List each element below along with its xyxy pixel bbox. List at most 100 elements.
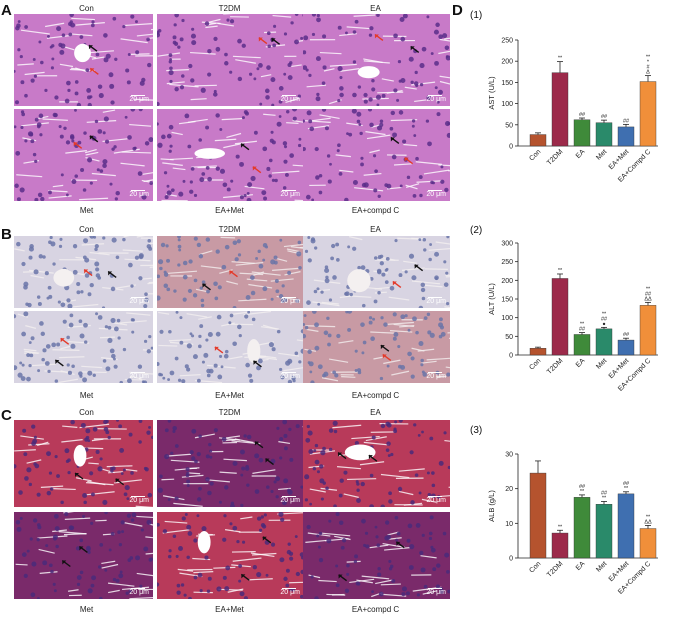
significance-mark: ΔΔ	[644, 519, 652, 525]
vessel-lumen	[194, 148, 226, 159]
y-tick-label: 250	[501, 38, 513, 45]
scale-bar: 20 μm	[280, 189, 300, 198]
bar-ea-met	[617, 126, 635, 147]
y-tick-label: 300	[501, 241, 513, 248]
bar-ea-compd-c	[639, 81, 657, 147]
group-label-bottom: EA+compd C	[351, 605, 400, 614]
significance-mark: **	[646, 286, 651, 292]
vessel-lumen	[74, 43, 91, 63]
bar-con	[529, 134, 547, 147]
significance-mark: ##	[579, 112, 586, 118]
x-tick-label: Con	[528, 560, 542, 574]
scale-bar: 20 μm	[129, 587, 149, 596]
significance-mark: ##	[645, 291, 652, 297]
group-label-bottom: Met	[79, 605, 94, 614]
micrograph-c-ea: 20 μm	[303, 420, 450, 507]
micrograph-a-ea-met: 20 μm	[157, 109, 304, 201]
significance-mark: ##	[623, 332, 630, 338]
y-axis-label: AST (U/L)	[487, 76, 496, 110]
scale-bar: 20 μm	[129, 94, 149, 103]
significance-mark: **	[646, 514, 651, 520]
tissue-background	[303, 14, 450, 106]
scale-bar: 20 μm	[280, 371, 300, 380]
bar-met	[595, 504, 613, 559]
group-label-top: EA	[370, 408, 381, 417]
panel-letter-d: D	[452, 2, 463, 19]
vessel-lumen	[344, 444, 376, 461]
significance-mark: **	[602, 311, 607, 317]
x-tick-label: T2DM	[546, 148, 565, 167]
bar-ea-met	[617, 339, 635, 356]
y-tick-label: 10	[505, 521, 513, 528]
y-tick-label: 20	[505, 486, 513, 493]
significance-mark: ##	[623, 118, 630, 124]
vessel-lumen	[357, 66, 380, 79]
y-tick-label: 0	[509, 144, 513, 151]
micrograph-a-ea: 20 μm	[303, 14, 450, 106]
x-tick-label: Met	[595, 357, 608, 370]
x-tick-label: T2DM	[546, 560, 565, 579]
significance-mark: Δ	[646, 70, 650, 76]
group-label-bottom: Met	[79, 206, 94, 215]
significance-mark: **	[580, 489, 585, 495]
significance-mark: ##	[601, 114, 608, 120]
x-tick-label: Con	[528, 357, 542, 371]
bar-t2dm	[551, 532, 569, 559]
micrograph-a-met: 20 μm	[14, 109, 153, 201]
bar-ea	[573, 497, 591, 559]
group-label-top: Con	[79, 408, 94, 417]
significance-mark: ##	[579, 327, 586, 333]
bar-ea	[573, 119, 591, 147]
scale-bar: 20 μm	[280, 296, 300, 305]
tissue-background	[14, 512, 153, 599]
tissue-background	[303, 311, 450, 383]
bar-ea	[573, 334, 591, 356]
group-label-bottom: EA+compd C	[351, 206, 400, 215]
y-tick-label: 150	[501, 297, 513, 304]
chart-subtitle: (3)	[470, 425, 482, 436]
group-label-top: EA	[370, 225, 381, 234]
micrograph-c-con: 20 μm	[14, 420, 153, 507]
micrograph-c-ea-compd-c: 20 μm	[303, 512, 450, 599]
y-tick-label: 0	[509, 556, 513, 563]
x-tick-label: EA	[575, 357, 587, 369]
significance-mark: **	[602, 495, 607, 501]
significance-mark: ##	[601, 316, 608, 322]
vessel-lumen	[53, 268, 75, 287]
vessel-lumen	[247, 339, 261, 364]
significance-mark: ##	[623, 481, 630, 487]
group-label-bottom: EA+Met	[215, 391, 244, 400]
group-label-top: T2DM	[218, 4, 241, 13]
y-tick-label: 50	[505, 122, 513, 129]
micrograph-c-met: 20 μm	[14, 512, 153, 599]
bar-met	[595, 122, 613, 147]
y-tick-label: 250	[501, 259, 513, 266]
group-label-bottom: EA+compd C	[351, 391, 400, 400]
scale-bar: 20 μm	[280, 495, 300, 504]
bar-t2dm	[551, 72, 569, 147]
group-label-bottom: EA+Met	[215, 605, 244, 614]
bar-ea-compd-c	[639, 305, 657, 356]
scale-bar: 20 μm	[129, 495, 149, 504]
tissue-background	[157, 420, 304, 507]
y-tick-label: 50	[505, 334, 513, 341]
chart-subtitle: (1)	[470, 10, 482, 21]
bar-ea-met	[617, 493, 635, 559]
x-tick-label: Con	[528, 148, 542, 162]
significance-mark: #	[646, 65, 650, 71]
micrograph-b-met: 20 μm	[14, 311, 153, 383]
panel-letter-c: C	[1, 407, 12, 424]
y-tick-label: 0	[509, 353, 513, 360]
panel-letter-b: B	[1, 226, 12, 243]
micrograph-a-t2dm: 20 μm	[157, 14, 304, 106]
y-tick-label: 200	[501, 278, 513, 285]
scale-bar: 20 μm	[426, 587, 446, 596]
scale-bar: 20 μm	[426, 189, 446, 198]
scale-bar: 20 μm	[280, 94, 300, 103]
micrograph-b-ea-met: 20 μm	[157, 311, 304, 383]
significance-mark: ##	[601, 490, 608, 496]
significance-mark: **	[646, 55, 651, 61]
y-axis-label: ALT (U/L)	[487, 283, 496, 315]
micrograph-c-t2dm: 20 μm	[157, 420, 304, 507]
